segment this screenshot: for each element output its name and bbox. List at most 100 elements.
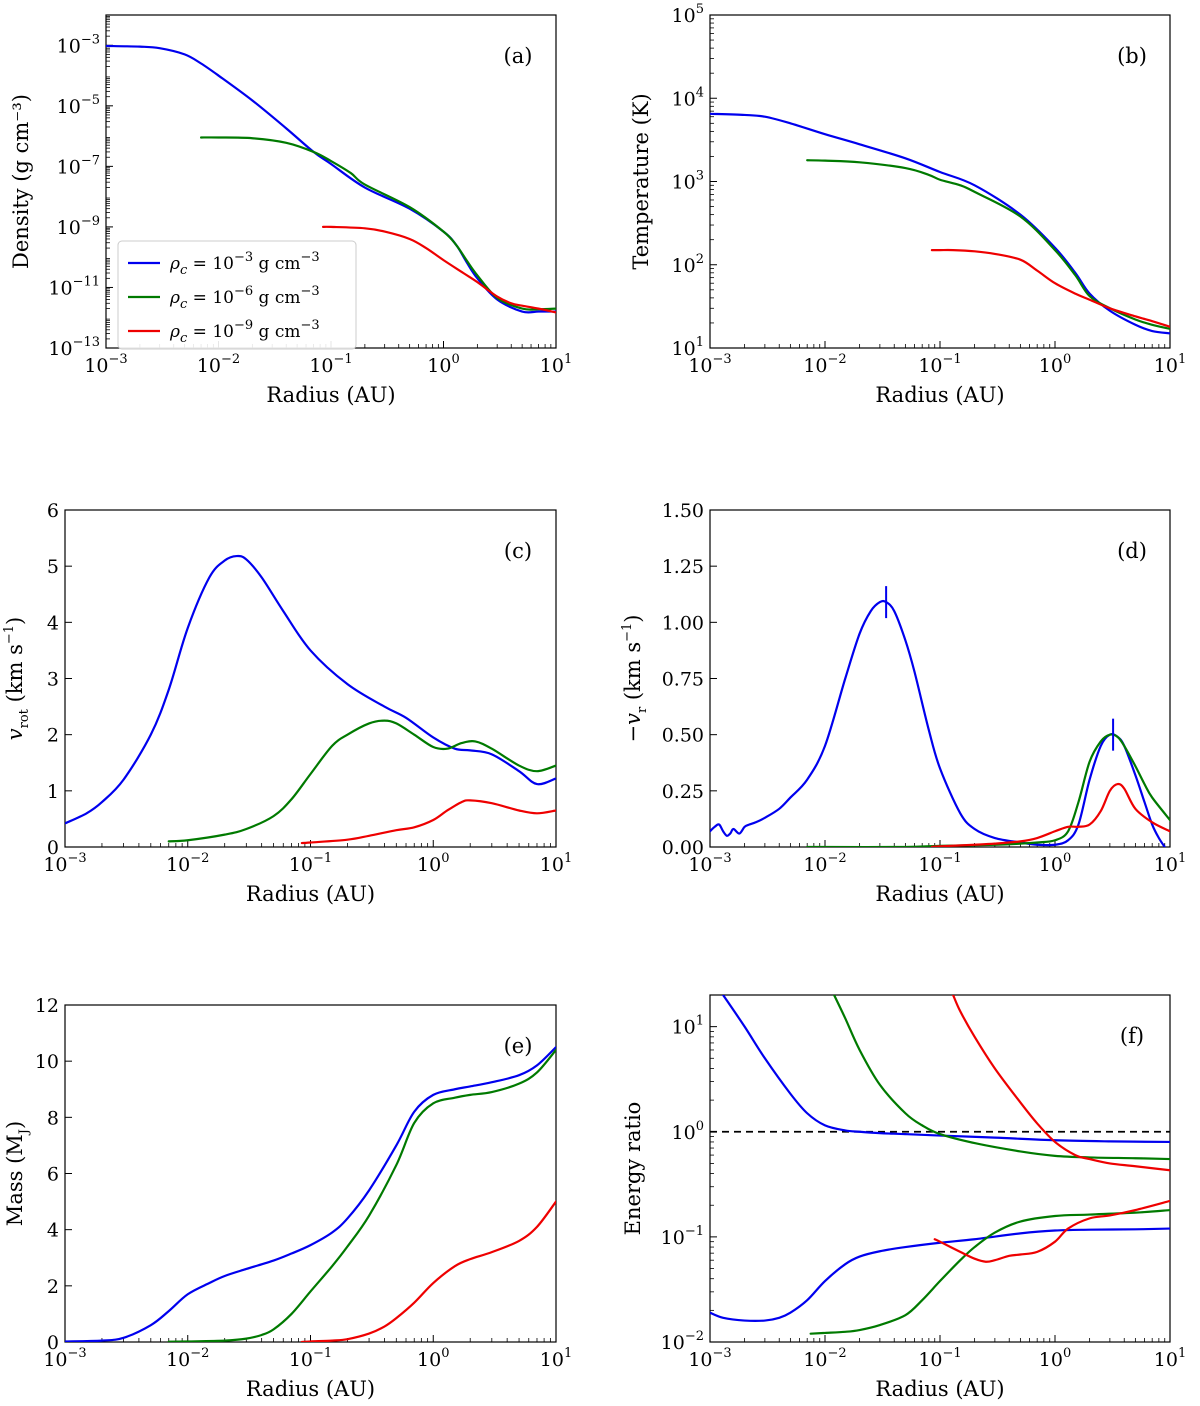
y-tick-label: 10−11 (48, 274, 100, 299)
legend-box (117, 240, 357, 350)
panel-tag: (c) (504, 539, 532, 563)
y-tick-label: 0 (47, 1332, 59, 1354)
x-tick-label: 10−2 (166, 851, 209, 876)
x-tick-label: 10−3 (43, 1346, 86, 1371)
series-group (710, 112, 1170, 335)
y-tick-label: 4 (47, 1220, 59, 1242)
panel-e: 10−3 10−2 10−1 100 101 0 2 4 6 8 10 12 Radius (AU) Ma… (3, 995, 572, 1401)
x-tick-label: 10−1 (309, 352, 352, 377)
legend-label-green: ρc = 10−6 g cm−3 (169, 284, 320, 312)
plot-frame (709, 509, 1171, 848)
panel-tag: (e) (504, 1034, 533, 1058)
y-axis-label: −vr (km s−1) (620, 614, 650, 742)
series-line-red-lower (933, 1199, 1170, 1263)
y-tick-label: 10−3 (57, 32, 100, 57)
x-tick-label: 101 (540, 352, 572, 377)
series-line-green (806, 733, 1170, 847)
series-line-blue (65, 1046, 556, 1342)
x-tick-label: 100 (1039, 851, 1071, 876)
series-line-blue (106, 44, 556, 314)
series-line-red (930, 248, 1170, 328)
legend-label-blue: ρc = 10−3 g cm−3 (169, 250, 320, 278)
y-tick-label: 10−13 (48, 335, 100, 360)
series-line-green-upper (833, 995, 1170, 1161)
y-tick-label: 0.75 (662, 669, 704, 691)
series-line-red (300, 799, 556, 845)
x-tick-label: 101 (1154, 851, 1186, 876)
x-tick-label: 10−1 (289, 851, 332, 876)
legend-label-red: ρc = 10−9 g cm−3 (169, 318, 320, 346)
series-line-green (167, 1048, 556, 1342)
x-tick-label: 101 (1154, 352, 1186, 377)
series-line-red (930, 782, 1170, 847)
y-axis-label: Density (g cm⁻³) (9, 94, 33, 269)
panel-tag: (b) (1117, 44, 1147, 68)
x-tick-label: 10−2 (197, 352, 240, 377)
x-tick-label: 10−3 (84, 352, 127, 377)
series-line-green (199, 136, 556, 311)
y-tick-label: 10 (35, 1051, 59, 1073)
y-tick-label: 103 (672, 169, 704, 194)
x-axis-label: Radius (AU) (266, 383, 395, 407)
y-tick-label: 0 (47, 837, 59, 859)
series-line-blue (65, 554, 556, 825)
x-axis-label: Radius (AU) (875, 1377, 1004, 1401)
x-axis-label: Radius (AU) (246, 1377, 375, 1401)
x-axis-label: Radius (AU) (875, 882, 1004, 906)
panel-d: 10−3 10−2 10−1 100 101 0.00 0.25 0.50 0.75 1.00 1.… (620, 500, 1186, 906)
y-tick-label: 6 (47, 1164, 59, 1186)
x-tick-label: 10−3 (688, 1346, 731, 1371)
series-group (710, 599, 1170, 847)
x-tick-label: 10−2 (803, 1346, 846, 1371)
series-line-green (806, 159, 1170, 330)
y-axis-label: Temperature (K) (629, 93, 653, 269)
y-tick-label: 102 (672, 252, 704, 277)
y-tick-label: 1.00 (662, 612, 704, 634)
x-tick-label: 10−3 (688, 352, 731, 377)
x-tick-label: 10−1 (918, 851, 961, 876)
series-line-blue-lower (710, 1227, 1170, 1322)
y-tick-label: 101 (672, 335, 704, 360)
x-tick-label: 10−3 (43, 851, 86, 876)
series-line-red (321, 225, 556, 314)
legend: ρc = 10−3 g cm−3 ρc = 10−6 g cm−3 ρc = 10−… (117, 240, 357, 350)
series-group (710, 995, 1170, 1335)
y-axis-label: Energy ratio (621, 1102, 645, 1236)
y-axis-label: Mass (MJ) (3, 1121, 32, 1226)
y-tick-label: 8 (47, 1107, 59, 1129)
x-tick-label: 100 (1039, 1346, 1071, 1371)
series-line-green (167, 719, 556, 843)
y-tick-label: 0.50 (662, 725, 704, 747)
series-group (65, 554, 556, 845)
y-tick-label: 101 (672, 1014, 704, 1039)
y-tick-label: 10−7 (57, 153, 100, 178)
x-tick-label: 10−3 (688, 851, 731, 876)
y-tick-label: 10−9 (57, 214, 100, 239)
series-line-red (300, 1200, 556, 1342)
panel-a: 10−3 10−2 10−1 100 101 10−13 10−11 10−9 10−7 10−5… (9, 14, 572, 407)
y-tick-label: 3 (47, 669, 59, 691)
x-tick-label: 10−1 (918, 352, 961, 377)
series-group (106, 44, 556, 314)
y-tick-label: 104 (672, 85, 704, 110)
x-tick-label: 100 (417, 1346, 449, 1371)
series-line-blue-upper (722, 995, 1170, 1144)
series-line-blue (710, 112, 1170, 335)
y-tick-label: 10−5 (57, 93, 100, 118)
y-axis-label: vrot (km s−1) (2, 617, 32, 740)
y-tick-label: 12 (35, 995, 59, 1017)
plot-frame (709, 994, 1171, 1343)
y-tick-label: 100 (672, 1119, 704, 1144)
y-tick-label: 10−1 (661, 1224, 704, 1249)
y-tick-label: 0.00 (662, 837, 704, 859)
y-tick-label: 1.25 (662, 556, 704, 578)
x-tick-label: 10−2 (166, 1346, 209, 1371)
y-tick-label: 0.25 (662, 781, 704, 803)
plot-frame (64, 509, 557, 848)
y-tick-label: 2 (47, 1276, 59, 1298)
series-line-red-upper (952, 995, 1170, 1172)
x-axis-label: Radius (AU) (875, 383, 1004, 407)
y-tick-label: 5 (47, 556, 59, 578)
